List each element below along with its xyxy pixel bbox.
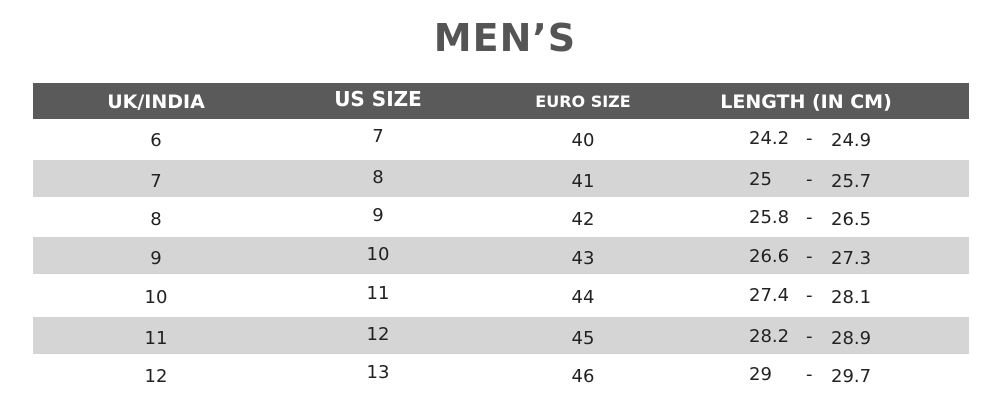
column-header-length: LENGTH (IN CM)	[720, 91, 892, 113]
length-max: 26.5	[831, 209, 872, 230]
length-max: 24.9	[831, 130, 872, 151]
range-separator: -	[806, 246, 813, 267]
table-row: 11 12 45 28.2-28.9	[33, 317, 969, 354]
length-min: 26.6	[749, 246, 790, 267]
column-header-euro: EURO SIZE	[535, 92, 631, 111]
us-size: 12	[366, 324, 390, 345]
range-separator: -	[806, 326, 813, 347]
uk-size: 10	[144, 287, 168, 308]
euro-size: 43	[571, 248, 595, 269]
length-min: 28.2	[749, 326, 790, 347]
euro-size: 41	[571, 171, 595, 192]
length-max: 27.3	[831, 248, 872, 269]
range-separator: -	[806, 285, 813, 306]
table-row: 12 13 46 29 -29.7	[33, 355, 969, 392]
euro-size: 45	[571, 328, 595, 349]
length-min: 27.4	[749, 285, 790, 306]
range-separator: -	[806, 169, 813, 190]
us-size: 10	[366, 244, 390, 265]
table-row: 6 7 40 24.2-24.9	[33, 119, 969, 156]
table-header: UK/INDIA US SIZE EURO SIZE LENGTH (IN CM…	[33, 83, 969, 119]
length-min: 25.8	[749, 207, 790, 228]
us-size: 9	[372, 205, 384, 226]
length-max: 25.7	[831, 171, 872, 192]
us-size: 11	[366, 283, 390, 304]
length-max: 28.1	[831, 287, 872, 308]
us-size: 7	[372, 126, 384, 147]
table-row: 7 8 41 25 -25.7	[33, 160, 969, 197]
euro-size: 46	[571, 366, 595, 387]
uk-size: 7	[150, 171, 162, 192]
range-separator: -	[806, 364, 813, 385]
length-min: 24.2	[749, 128, 790, 149]
uk-size: 11	[144, 328, 168, 349]
euro-size: 40	[571, 130, 595, 151]
euro-size: 44	[571, 287, 595, 308]
euro-size: 42	[571, 209, 595, 230]
uk-size: 12	[144, 366, 168, 387]
table-row: 8 9 42 25.8-26.5	[33, 198, 969, 235]
us-size: 13	[366, 362, 390, 383]
uk-size: 9	[150, 248, 162, 269]
table-row: 10 11 44 27.4-28.1	[33, 276, 969, 313]
range-separator: -	[806, 207, 813, 228]
us-size: 8	[372, 167, 384, 188]
table-row: 9 10 43 26.6-27.3	[33, 237, 969, 274]
length-max: 28.9	[831, 328, 872, 349]
column-header-us: US SIZE	[334, 87, 422, 111]
page-title: MEN’S	[433, 16, 577, 60]
uk-size: 6	[150, 130, 162, 151]
range-separator: -	[806, 128, 813, 149]
column-header-uk: UK/INDIA	[107, 91, 205, 113]
length-min: 29	[749, 364, 772, 385]
length-min: 25	[749, 169, 772, 190]
uk-size: 8	[150, 209, 162, 230]
length-max: 29.7	[831, 366, 872, 387]
